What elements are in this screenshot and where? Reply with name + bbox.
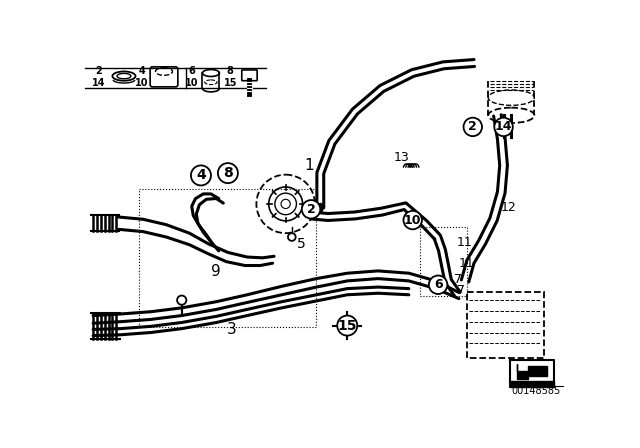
Text: 11: 11 [459,257,475,270]
Text: 5: 5 [297,237,305,251]
Text: 14: 14 [92,78,106,88]
Text: 12: 12 [501,201,517,214]
Circle shape [288,233,296,241]
Circle shape [177,296,186,305]
Text: 11: 11 [456,236,472,249]
Text: 10: 10 [185,78,198,88]
Circle shape [403,211,422,229]
Text: 8: 8 [227,66,234,76]
Text: 1: 1 [304,158,314,173]
Circle shape [494,118,513,136]
Circle shape [191,165,211,185]
Text: 8: 8 [223,166,233,180]
Text: 7: 7 [458,284,465,297]
Text: 4: 4 [138,66,145,76]
Circle shape [429,276,447,294]
Text: 2: 2 [95,66,102,76]
Text: 3: 3 [227,322,237,337]
Text: 10: 10 [135,78,148,88]
Text: 00148585: 00148585 [511,386,561,396]
Text: 15: 15 [337,319,357,332]
Circle shape [218,163,238,183]
Circle shape [463,118,482,136]
Text: 10: 10 [404,214,422,227]
Circle shape [302,200,320,219]
Text: 2: 2 [307,203,316,216]
Text: 4: 4 [196,168,206,182]
Text: 7: 7 [454,273,461,286]
Text: 9: 9 [211,264,221,279]
Circle shape [337,315,357,336]
Text: 2: 2 [468,121,477,134]
Text: 6: 6 [188,66,195,76]
Text: 6: 6 [434,278,442,291]
Polygon shape [516,364,547,379]
Polygon shape [511,381,554,387]
Text: 15: 15 [223,78,237,88]
Text: 14: 14 [495,121,512,134]
Text: 13: 13 [393,151,409,164]
